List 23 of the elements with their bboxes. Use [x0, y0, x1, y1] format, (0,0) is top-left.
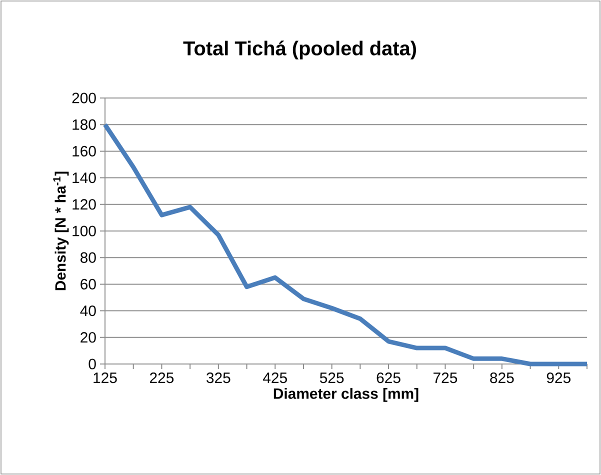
x-tick-label: 925	[546, 372, 570, 384]
y-tick-label: 60	[80, 278, 96, 290]
x-tick-label: 425	[262, 372, 287, 384]
x-tick-label: 225	[150, 372, 174, 384]
y-tick-label: 100	[72, 226, 96, 236]
y-tick-label: 80	[80, 252, 96, 263]
y-tick-label: 180	[72, 119, 96, 130]
y-tick-label: 20	[80, 332, 96, 343]
y-tick-label: 200	[72, 92, 96, 104]
y-tick-label: 0	[88, 358, 96, 370]
y-tick-label: 120	[72, 199, 96, 210]
x-tick-label: 525	[320, 372, 344, 384]
x-tick-label: 725	[434, 372, 458, 384]
y-tick-label: 160	[72, 146, 96, 156]
x-tick-label: 825	[490, 372, 514, 384]
x-tick-label: 125	[94, 372, 117, 384]
y-axis-title: Density [N * ha$^{-1}$]	[53, 172, 69, 290]
x-tick-label: 625	[376, 372, 400, 384]
y-tick-label: 140	[72, 172, 96, 184]
x-axis-title: Diameter class [mm]	[274, 388, 418, 402]
chart-title: Total Tichá (pooled data)	[183, 40, 416, 60]
y-tick-label: 40	[80, 306, 96, 316]
x-tick-label: 325	[206, 372, 230, 384]
